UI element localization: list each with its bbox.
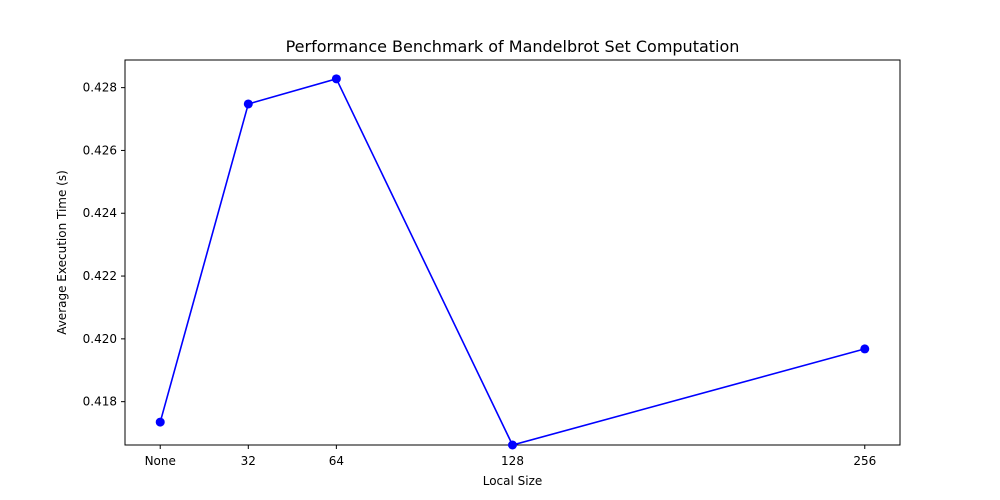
x-tick-label: 128 — [501, 454, 524, 468]
chart-title: Performance Benchmark of Mandelbrot Set … — [286, 37, 740, 56]
data-point — [860, 344, 870, 354]
x-tick-label: 256 — [853, 454, 876, 468]
y-tick-label: 0.418 — [83, 395, 117, 409]
x-axis-label: Local Size — [483, 474, 543, 488]
x-tick-label: None — [145, 454, 176, 468]
y-tick-label: 0.424 — [83, 206, 117, 220]
y-tick-label: 0.420 — [83, 332, 117, 346]
y-tick-label: 0.426 — [83, 143, 117, 157]
y-axis: 0.418 0.420 0.422 0.424 0.426 0.428 — [83, 81, 125, 409]
data-point — [508, 440, 517, 450]
x-tick-label: 32 — [241, 454, 256, 468]
y-axis-label: Average Execution Time (s) — [55, 170, 69, 335]
x-tick-label: 64 — [329, 454, 344, 468]
y-tick-label: 0.422 — [83, 269, 117, 283]
data-point — [155, 417, 165, 427]
series-line — [155, 74, 870, 450]
x-axis: None 32 64 128 256 — [145, 445, 876, 468]
y-tick-label: 0.428 — [83, 81, 117, 95]
data-point — [331, 74, 341, 84]
data-point — [243, 99, 253, 109]
plot-area: None 32 64 128 256 0.418 0.420 0.422 0.424 0.426… — [83, 59, 901, 468]
